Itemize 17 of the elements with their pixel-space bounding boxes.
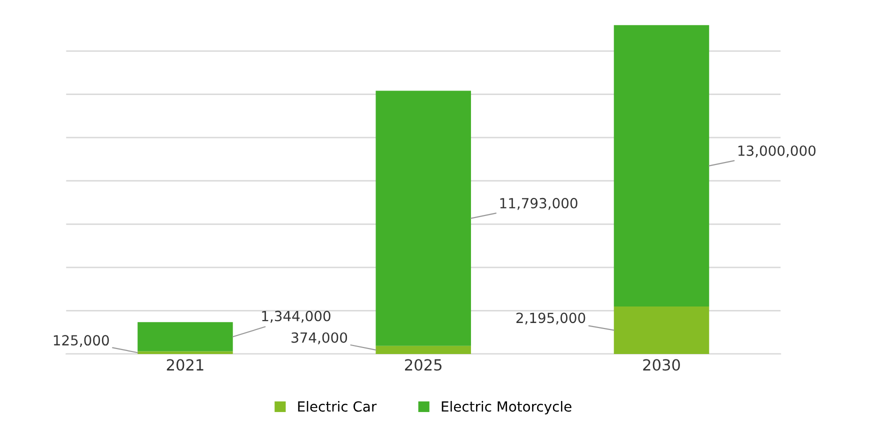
- bar: [376, 90, 471, 346]
- data-label: 11,793,000: [500, 198, 578, 210]
- bar: [138, 351, 233, 354]
- x-tick-label: 2030: [643, 359, 680, 371]
- bar: [376, 346, 471, 354]
- data-label: 374,000: [292, 332, 348, 344]
- data-label: 1,344,000: [262, 310, 330, 323]
- legend-label: Electric Motorcycle: [442, 400, 572, 414]
- x-tick-label: 2021: [166, 359, 204, 371]
- x-tick-label: 2025: [405, 359, 442, 371]
- data-label: 125,000: [54, 335, 109, 347]
- bar: [614, 25, 710, 306]
- bar: [614, 306, 710, 354]
- bar: [138, 322, 233, 352]
- legend-label: Electric Car: [298, 400, 377, 412]
- data-label: 2,195,000: [516, 312, 586, 325]
- data-label: 13,000,000: [738, 145, 816, 158]
